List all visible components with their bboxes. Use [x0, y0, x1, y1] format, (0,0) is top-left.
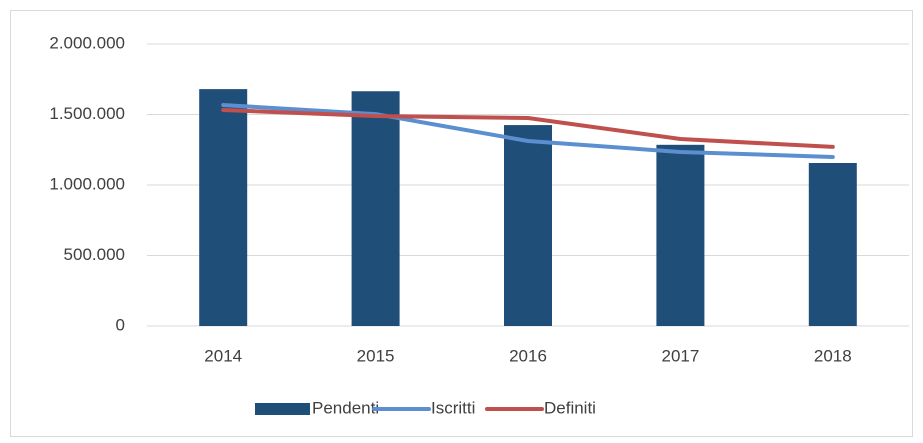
y-tick-label: 500.000: [64, 245, 125, 264]
y-tick-label: 1.500.000: [49, 104, 125, 123]
bar: [199, 89, 248, 327]
x-tick-label: 2016: [509, 346, 547, 365]
bar: [504, 125, 552, 326]
y-tick-label: 1.000.000: [49, 174, 125, 193]
bar: [351, 91, 400, 326]
bar: [656, 144, 705, 326]
legend-label: Pendenti: [312, 398, 379, 417]
bar: [808, 163, 857, 326]
y-tick-label: 0: [116, 315, 125, 334]
x-tick-label: 2018: [814, 346, 852, 365]
x-tick-label: 2014: [204, 346, 242, 365]
legend-swatch: [255, 403, 310, 415]
legend-label: Iscritti: [431, 398, 475, 417]
chart-frame: [10, 10, 913, 437]
x-tick-label: 2017: [661, 346, 699, 365]
x-tick-label: 2015: [357, 346, 395, 365]
line: [221, 107, 835, 149]
y-tick-label: 2.000.000: [49, 33, 125, 52]
line: [221, 103, 835, 159]
legend-label: Definiti: [544, 398, 596, 417]
